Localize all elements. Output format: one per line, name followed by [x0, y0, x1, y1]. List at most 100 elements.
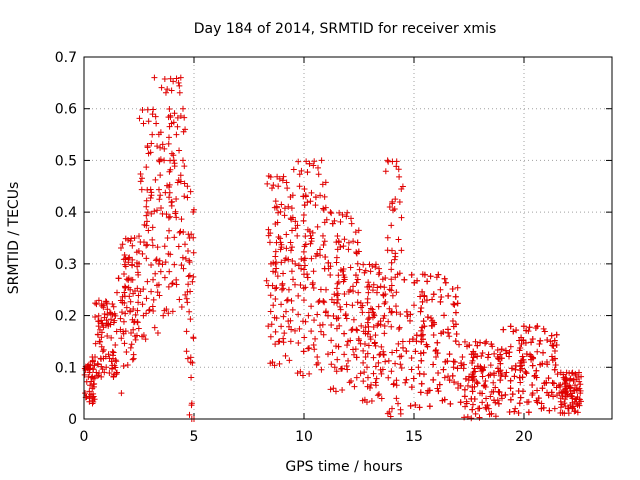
data-point: [347, 264, 354, 271]
data-point: [140, 120, 147, 127]
data-point: [308, 255, 315, 262]
data-point: [275, 183, 282, 190]
data-point: [333, 285, 340, 292]
data-point: [382, 274, 389, 281]
data-point: [89, 400, 96, 407]
data-point: [328, 210, 335, 217]
data-point: [344, 342, 351, 349]
data-point: [117, 297, 124, 304]
data-point: [269, 185, 276, 192]
data-point: [480, 382, 487, 389]
data-point: [512, 362, 519, 369]
data-point: [285, 286, 292, 293]
data-point: [96, 338, 103, 345]
data-point: [563, 385, 570, 392]
data-point: [143, 164, 150, 171]
data-point: [319, 232, 326, 239]
data-point: [360, 347, 367, 354]
data-point: [399, 183, 406, 190]
data-point: [368, 398, 375, 405]
data-point: [86, 388, 93, 395]
data-point: [174, 123, 181, 130]
data-point: [148, 210, 155, 217]
data-point: [309, 229, 316, 236]
data-point: [267, 333, 274, 340]
data-point: [328, 361, 335, 368]
data-point: [267, 292, 274, 299]
data-point: [127, 344, 134, 351]
data-point: [472, 338, 479, 345]
data-point: [510, 328, 517, 335]
data-point: [418, 304, 425, 311]
data-point: [411, 279, 418, 286]
data-point: [461, 338, 468, 345]
data-point: [290, 276, 297, 283]
data-point: [495, 388, 502, 395]
data-point: [452, 338, 459, 345]
data-point: [272, 328, 279, 335]
data-point: [298, 256, 305, 263]
data-point: [458, 360, 465, 367]
data-point: [312, 335, 319, 342]
data-point: [370, 354, 377, 361]
data-point: [158, 204, 165, 211]
data-point: [151, 208, 158, 215]
data-point: [281, 330, 288, 337]
data-point: [385, 318, 392, 325]
data-point: [349, 283, 356, 290]
data-point: [310, 284, 317, 291]
data-point: [508, 365, 515, 372]
data-point: [553, 331, 560, 338]
data-point: [560, 374, 567, 381]
data-point: [485, 405, 492, 412]
data-point: [491, 350, 498, 357]
data-point: [300, 248, 307, 255]
data-point: [494, 353, 501, 360]
data-point: [155, 260, 162, 267]
data-point: [143, 242, 150, 249]
data-point: [108, 334, 115, 341]
data-point: [441, 275, 448, 282]
data-point: [419, 324, 426, 331]
data-point: [187, 188, 194, 195]
data-point: [382, 299, 389, 306]
data-point: [472, 410, 479, 417]
data-point: [322, 254, 329, 261]
data-point: [570, 376, 577, 383]
data-point: [272, 341, 279, 348]
data-point: [272, 285, 279, 292]
data-point: [307, 240, 314, 247]
data-point: [417, 350, 424, 357]
data-point: [152, 176, 159, 183]
data-point: [101, 369, 108, 376]
data-point: [314, 164, 321, 171]
data-point: [288, 268, 295, 275]
data-point: [300, 297, 307, 304]
data-point: [382, 168, 389, 175]
data-point: [344, 366, 351, 373]
data-point: [312, 194, 319, 201]
data-point: [174, 114, 181, 121]
data-point: [273, 203, 280, 210]
data-point: [104, 306, 111, 313]
data-point: [99, 348, 106, 355]
data-point: [574, 402, 581, 409]
data-point: [120, 256, 127, 263]
data-point: [545, 375, 552, 382]
data-point: [185, 231, 192, 238]
data-point: [519, 388, 526, 395]
data-point: [524, 399, 531, 406]
data-point: [354, 260, 361, 267]
data-point: [499, 395, 505, 402]
data-point: [308, 328, 315, 335]
data-point: [577, 381, 584, 388]
data-point: [296, 325, 303, 332]
data-point: [146, 307, 153, 314]
data-point: [365, 289, 372, 296]
data-point: [272, 198, 279, 205]
data-point: [366, 314, 373, 321]
data-point: [169, 280, 176, 287]
data-point: [395, 400, 402, 407]
data-point: [182, 291, 189, 298]
data-point: [331, 291, 338, 298]
